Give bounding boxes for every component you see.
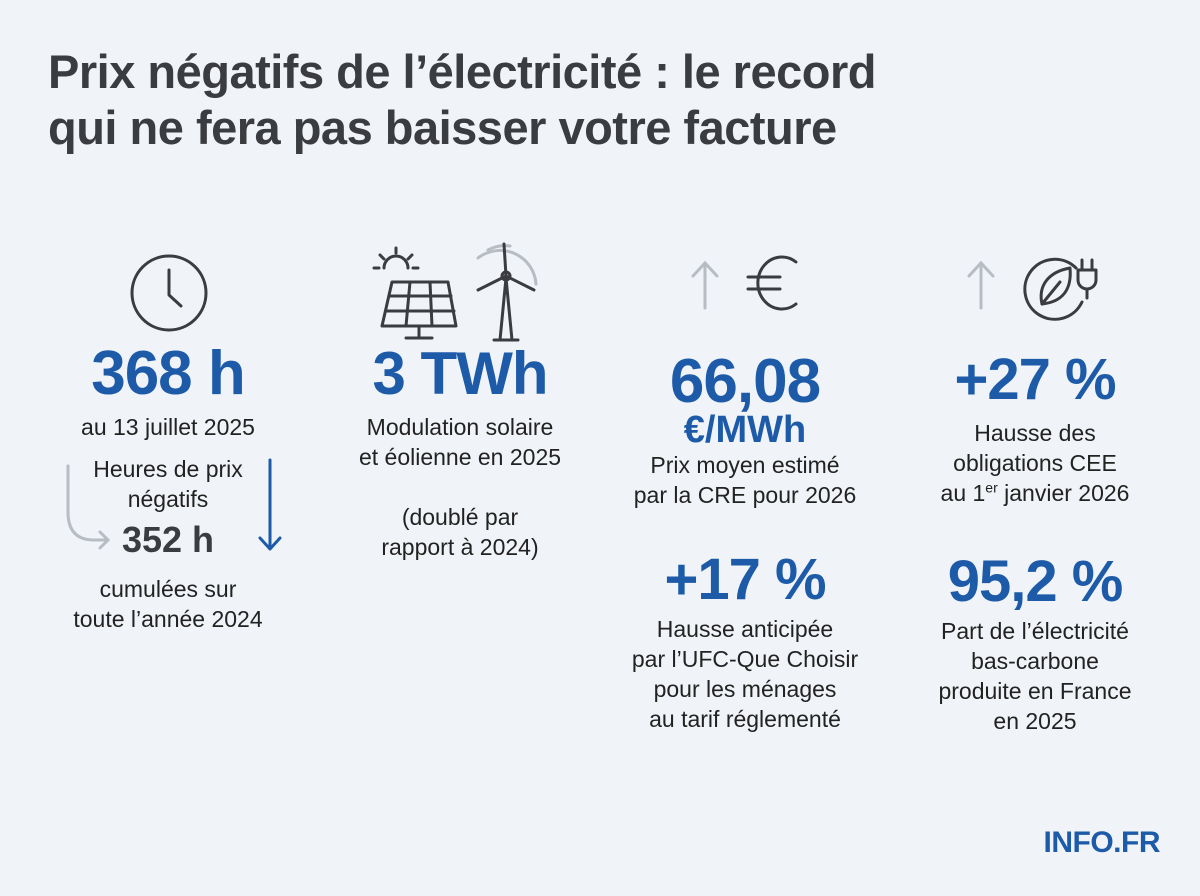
sun-icon xyxy=(372,246,420,270)
stat-description: Modulation solaire et éolienne en 2025 xyxy=(358,414,562,470)
comparison-flow: 352 h xyxy=(48,458,288,574)
stat-unit: €/MWh xyxy=(683,409,807,451)
clock-icon xyxy=(130,254,208,332)
stat-price: 66,08 €/MWh Prix moyen estimé par la CRE… xyxy=(610,228,880,734)
stat-description: Hausse des obligations CEE au 1er janvie… xyxy=(940,420,1130,506)
wind-turbine-icon xyxy=(476,242,538,342)
stat-value-17pct: +17 % xyxy=(664,547,826,612)
stat-note: (doublé par rapport à 2024) xyxy=(381,504,539,560)
stat-cee: +27 % Hausse des obligations CEE au 1er … xyxy=(900,228,1170,736)
euro-icon xyxy=(746,255,798,311)
stat-description-2: Part de l’électricité bas-carbone produi… xyxy=(938,618,1132,734)
stat-value-66-08: 66,08 xyxy=(669,347,821,416)
stat-description-2: Hausse anticipée par l’UFC-Que Choisir p… xyxy=(631,616,859,732)
stat-label: Heures de prix négatifs xyxy=(93,456,243,512)
stat-modulation: 3 TWh Modulation solaire et éolienne en … xyxy=(310,228,610,562)
stat-value-95-2pct: 95,2 % xyxy=(947,549,1124,614)
stat-negative-hours: 368 h au 13 juillet 2025 Heures de prix … xyxy=(48,228,288,634)
solar-wind-icon xyxy=(372,242,538,342)
stat-value-3twh: 3 TWh xyxy=(372,340,549,407)
title-line-2: qui ne fera pas baisser votre facture xyxy=(48,101,837,154)
stat-value-368h: 368 h xyxy=(91,339,246,408)
stat-date: au 13 juillet 2025 xyxy=(81,414,255,440)
stat-cumul-label: cumulées sur toute l’année 2024 xyxy=(73,576,263,632)
brand-logo: INFO.FR xyxy=(1043,826,1161,859)
leaf-plug-icon xyxy=(1023,257,1098,321)
stat-description: Prix moyen estimé par la CRE pour 2026 xyxy=(633,452,857,508)
stat-value-27pct: +27 % xyxy=(954,347,1116,412)
page-title: Prix négatifs de l’électricité : le reco… xyxy=(48,44,1148,156)
arrow-up-icon xyxy=(967,260,995,310)
title-line-1: Prix négatifs de l’électricité : le reco… xyxy=(48,45,876,98)
solar-panel-icon xyxy=(380,280,458,340)
arrow-up-icon xyxy=(691,260,719,310)
stat-value-352h: 352 h xyxy=(121,519,215,560)
flow-arrows-icon xyxy=(66,458,282,551)
